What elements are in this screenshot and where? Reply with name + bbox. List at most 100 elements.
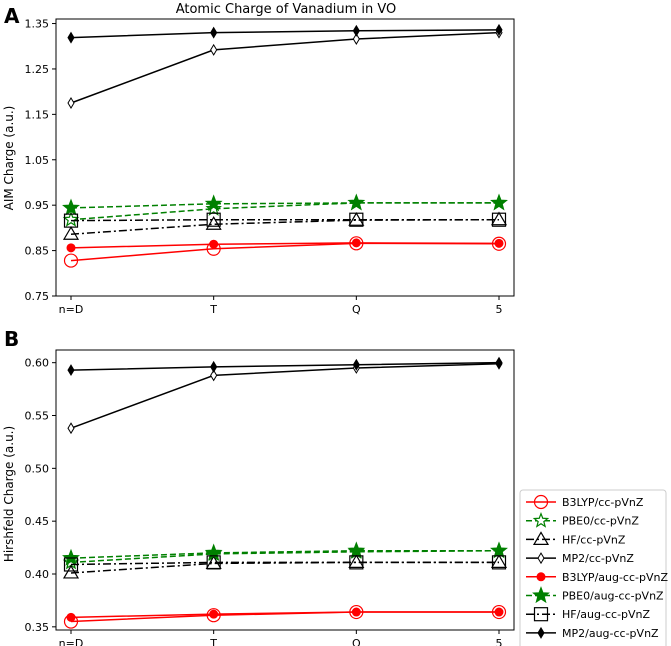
series-line-a-hf-aug-cc-pvnz — [70, 218, 499, 222]
legend-label-mp2-cc-pvnz: MP2/cc-pVnZ — [562, 552, 634, 565]
series-b-b3lyp-cc-pvnz — [63, 604, 507, 629]
xtick-label-b-2: Q — [352, 637, 361, 646]
series-a-b3lyp-cc-pvnz — [63, 236, 507, 268]
series-line-a-pbe0-aug-cc-pvnz — [70, 202, 499, 209]
legend-label-pbe0-cc-pvnz: PBE0/cc-pVnZ — [562, 515, 639, 528]
xtick-label-a-0: n=D — [59, 303, 84, 316]
legend-marker-mp2-cc-pvnz — [537, 552, 545, 565]
ytick-label-a-6: 1.35 — [25, 18, 50, 31]
point-a-pbe0-cc-pvnz-1 — [205, 200, 222, 216]
point-a-mp2-aug-cc-pvnz-1 — [210, 26, 218, 39]
series-a-hf-aug-cc-pvnz — [63, 212, 507, 228]
point-b-mp2-aug-cc-pvnz-1 — [210, 360, 218, 373]
xtick-label-a-3: 5 — [496, 303, 503, 316]
series-b-mp2-cc-pvnz — [67, 357, 503, 435]
series-line-b-b3lyp-aug-cc-pvnz — [70, 611, 499, 619]
ytick-label-b-2: 0.45 — [25, 515, 50, 528]
series-line-a-b3lyp-aug-cc-pvnz — [70, 242, 500, 249]
point-a-mp2-cc-pvnz-1 — [210, 43, 218, 56]
point-b-mp2-cc-pvnz-0 — [67, 422, 75, 435]
point-b-hf-aug-cc-pvnz-1 — [206, 555, 221, 570]
point-b-b3lyp-aug-cc-pvnz-1 — [209, 609, 219, 619]
series-a-b3lyp-aug-cc-pvnz — [66, 238, 504, 253]
point-a-pbe0-aug-cc-pvnz-1 — [204, 194, 223, 212]
point-b-b3lyp-aug-cc-pvnz-2 — [351, 607, 361, 617]
plot-frame-b — [55, 349, 515, 631]
point-a-b3lyp-aug-cc-pvnz-2 — [351, 238, 361, 248]
series-line-a-mp2-cc-pvnz — [70, 31, 500, 104]
legend-entry-mp2-cc-pvnz: MP2/cc-pVnZ — [526, 552, 634, 565]
point-a-b3lyp-aug-cc-pvnz-0 — [66, 243, 76, 253]
legend-entry-pbe0-cc-pvnz: PBE0/cc-pVnZ — [526, 512, 639, 528]
panel-letter-b: B — [4, 327, 19, 351]
legend-label-b3lyp-aug-cc-pvnz: B3LYP/aug-cc-pVnZ — [562, 571, 668, 584]
point-b-hf-aug-cc-pvnz-2 — [349, 555, 364, 570]
series-a-hf-cc-pvnz — [62, 211, 508, 240]
point-b-mp2-aug-cc-pvnz-2 — [352, 358, 360, 371]
point-a-hf-aug-cc-pvnz-3 — [491, 212, 507, 227]
series-line-a-mp2-aug-cc-pvnz — [70, 29, 500, 39]
point-a-hf-cc-pvnz-3 — [490, 211, 508, 226]
ytick-label-a-4: 1.15 — [25, 108, 50, 121]
series-line-b-hf-aug-cc-pvnz — [70, 561, 499, 566]
legend-marker-pbe0-aug-cc-pvnz — [532, 586, 550, 604]
legend-marker-hf-cc-pvnz — [532, 531, 550, 546]
legend-marker-mp2-aug-cc-pvnz — [537, 626, 545, 639]
point-a-b3lyp-aug-cc-pvnz-3 — [494, 238, 504, 248]
xtick-label-b-3: 5 — [496, 637, 503, 646]
point-a-b3lyp-aug-cc-pvnz-1 — [209, 239, 219, 249]
point-b-hf-cc-pvnz-3 — [490, 554, 508, 568]
legend-marker-b3lyp-cc-pvnz — [533, 494, 549, 510]
point-b-pbe0-aug-cc-pvnz-3 — [490, 541, 508, 559]
point-a-mp2-aug-cc-pvnz-0 — [67, 31, 75, 44]
legend-entry-hf-aug-cc-pvnz: HF/aug-cc-pVnZ — [526, 607, 651, 622]
series-a-mp2-aug-cc-pvnz — [67, 23, 503, 44]
point-a-mp2-aug-cc-pvnz-3 — [495, 23, 503, 36]
legend-label-b3lyp-cc-pvnz: B3LYP/cc-pVnZ — [562, 496, 644, 509]
legend-marker-hf-aug-cc-pvnz — [533, 607, 549, 622]
legend-entry-mp2-aug-cc-pvnz: MP2/aug-cc-pVnZ — [526, 627, 659, 640]
legend-entry-b3lyp-aug-cc-pvnz: B3LYP/aug-cc-pVnZ — [526, 571, 668, 584]
point-b-b3lyp-cc-pvnz-1 — [206, 608, 221, 623]
point-a-hf-cc-pvnz-1 — [205, 216, 222, 230]
ytick-label-a-1: 0.85 — [25, 245, 50, 258]
series-b-mp2-aug-cc-pvnz — [67, 356, 503, 377]
ytick-label-b-5: 0.60 — [25, 357, 50, 370]
point-a-mp2-aug-cc-pvnz-2 — [352, 24, 360, 37]
xtick-label-a-1: T — [209, 303, 217, 316]
legend-entry-b3lyp-cc-pvnz: B3LYP/cc-pVnZ — [526, 494, 644, 510]
legend-marker-b3lyp-aug-cc-pvnz — [536, 572, 546, 582]
point-b-hf-cc-pvnz-2 — [348, 554, 365, 568]
legend-label-hf-aug-cc-pvnz: HF/aug-cc-pVnZ — [562, 608, 651, 621]
ytick-label-a-3: 1.05 — [25, 154, 50, 167]
point-b-b3lyp-aug-cc-pvnz-0 — [66, 612, 76, 622]
xtick-label-b-0: n=D — [59, 637, 84, 646]
panel-b-plot: 0.35 0.40 0.45 0.50 0.55 0.60 n=D T Q 5 — [25, 349, 515, 646]
point-b-hf-aug-cc-pvnz-0 — [63, 557, 79, 572]
point-a-hf-cc-pvnz-0 — [62, 226, 80, 240]
series-b-hf-aug-cc-pvnz — [63, 555, 507, 572]
legend-box — [519, 489, 667, 646]
point-b-b3lyp-aug-cc-pvnz-3 — [494, 607, 504, 617]
series-b-b3lyp-aug-cc-pvnz — [66, 607, 504, 622]
legend-label-hf-cc-pvnz: HF/cc-pVnZ — [562, 533, 626, 546]
panel-letter-a: A — [4, 4, 20, 28]
series-a-pbe0-aug-cc-pvnz — [62, 193, 508, 216]
xtick-label-a-2: Q — [352, 303, 361, 316]
plot-frame-a — [55, 18, 515, 297]
point-b-mp2-aug-cc-pvnz-3 — [495, 356, 503, 369]
legend-label-mp2-aug-cc-pvnz: MP2/aug-cc-pVnZ — [562, 627, 659, 640]
series-a-mp2-cc-pvnz — [67, 26, 503, 109]
ytick-label-b-0: 0.35 — [25, 621, 50, 634]
xtick-label-b-1: T — [209, 637, 217, 646]
point-a-hf-aug-cc-pvnz-2 — [349, 212, 364, 227]
point-a-b3lyp-cc-pvnz-0 — [63, 253, 79, 268]
legend-label-pbe0-aug-cc-pvnz: PBE0/aug-cc-pVnZ — [562, 590, 664, 603]
ytick-label-b-3: 0.50 — [25, 462, 50, 475]
point-a-mp2-cc-pvnz-0 — [67, 97, 75, 109]
series-line-b-mp2-cc-pvnz — [70, 362, 500, 429]
point-a-pbe0-aug-cc-pvnz-0 — [62, 198, 80, 216]
series-line-a-hf-cc-pvnz — [70, 218, 500, 235]
ytick-label-a-2: 0.95 — [25, 199, 50, 212]
